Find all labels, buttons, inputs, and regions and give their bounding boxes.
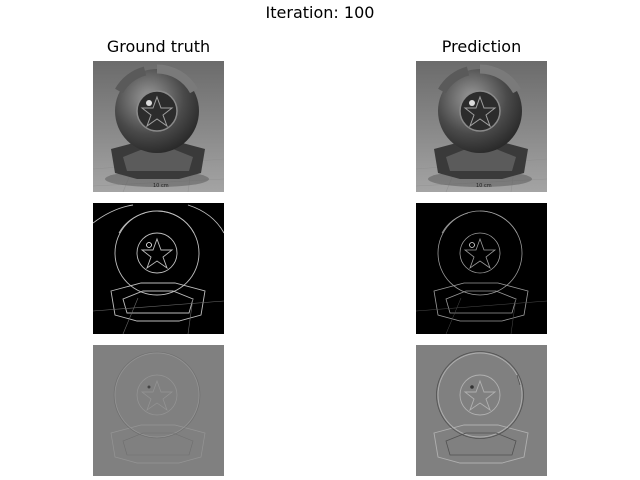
svg-text:10 cm: 10 cm <box>476 183 492 189</box>
figure-title: Iteration: 100 <box>265 3 375 22</box>
edge-map-icon <box>93 203 224 334</box>
column-title-prediction: Prediction <box>441 37 522 56</box>
prediction-image-panel: 10 cm <box>416 61 547 192</box>
prediction-detail-panel <box>416 345 547 476</box>
edge-map-icon <box>416 203 547 334</box>
high-pass-map-icon <box>93 345 224 476</box>
ground-truth-image-panel: 10 cm <box>93 61 224 192</box>
ground-truth-edges-panel <box>93 203 224 334</box>
column-title-ground-truth: Ground truth <box>106 37 211 56</box>
ground-truth-detail-panel <box>93 345 224 476</box>
material-sphere-render-icon: 10 cm <box>93 61 224 192</box>
svg-text:10 cm: 10 cm <box>153 183 169 189</box>
prediction-edges-panel <box>416 203 547 334</box>
material-sphere-render-icon: 10 cm <box>416 61 547 192</box>
high-pass-map-icon <box>416 345 547 476</box>
